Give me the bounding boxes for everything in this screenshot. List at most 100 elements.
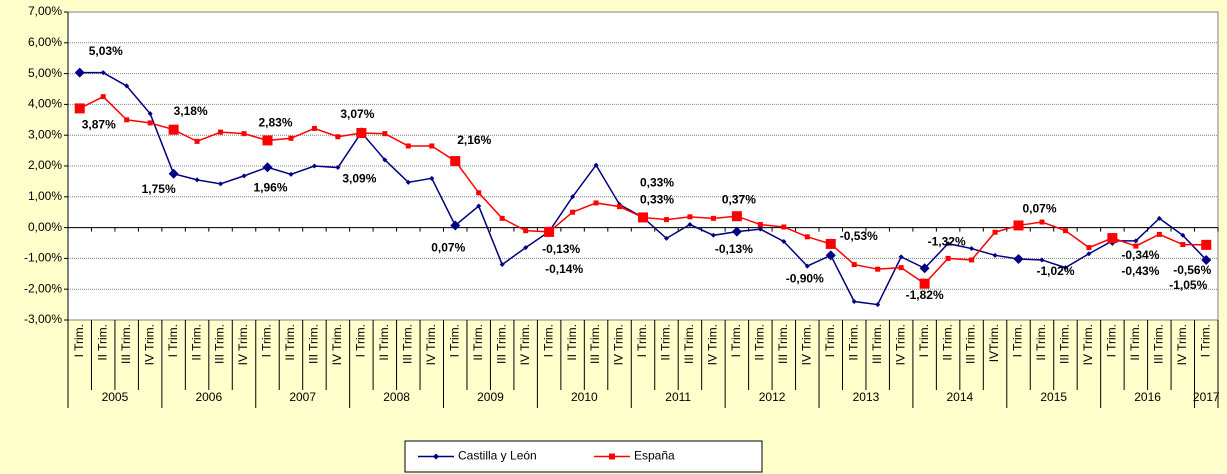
marker — [476, 190, 482, 196]
marker — [100, 94, 106, 100]
data-label: -0,43% — [1121, 264, 1159, 278]
x-tick-label: II Trim. — [1034, 324, 1048, 361]
marker — [523, 228, 529, 234]
marker — [969, 257, 975, 263]
marker — [1086, 245, 1092, 251]
year-label: 2007 — [289, 390, 316, 404]
year-label: 2017 — [1193, 390, 1220, 404]
marker — [499, 262, 505, 268]
marker — [1039, 219, 1045, 225]
year-label: 2005 — [102, 390, 129, 404]
x-tick-label: III Trim. — [494, 324, 508, 364]
marker — [241, 131, 247, 137]
marker — [781, 238, 787, 244]
marker — [1086, 251, 1092, 257]
marker — [168, 124, 179, 135]
marker — [499, 215, 505, 221]
marker — [544, 226, 555, 237]
x-tick-label: II Trim. — [940, 324, 954, 361]
marker — [992, 229, 998, 235]
marker — [731, 226, 742, 237]
marker — [262, 135, 273, 146]
x-tick-label: IV Trim. — [893, 324, 907, 365]
marker — [405, 143, 411, 149]
x-tick-label: II Trim. — [95, 324, 109, 361]
x-tick-label: I Trim. — [541, 324, 555, 357]
marker — [288, 171, 294, 177]
x-tick-label: IV Trim. — [612, 324, 626, 365]
data-label: -0,53% — [840, 229, 878, 243]
year-label: 2011 — [665, 390, 691, 404]
marker — [335, 134, 341, 140]
marker — [919, 278, 930, 289]
x-tick-label: IV Trim. — [706, 324, 720, 365]
x-tick-label: I Trim. — [166, 324, 180, 357]
marker — [851, 299, 857, 305]
x-tick-label: III Trim. — [964, 324, 978, 364]
marker — [74, 67, 85, 78]
marker — [945, 241, 951, 247]
x-tick-label: II Trim. — [377, 324, 391, 361]
marker — [168, 168, 179, 179]
marker — [1107, 233, 1118, 244]
data-label: -0,14% — [545, 262, 583, 276]
data-label: -0,56% — [1173, 263, 1211, 277]
x-tick-label: II Trim. — [283, 324, 297, 361]
marker — [1062, 228, 1068, 234]
marker — [945, 255, 951, 261]
marker — [450, 156, 461, 167]
marker — [617, 204, 623, 210]
marker — [757, 226, 763, 232]
marker — [74, 103, 85, 114]
marker — [825, 250, 836, 261]
data-label: 3,07% — [340, 107, 374, 121]
marker — [804, 234, 810, 240]
data-label: 0,33% — [640, 176, 674, 190]
x-tick-label: III Trim. — [1151, 324, 1165, 364]
x-tick-label: IV Trim. — [1175, 324, 1189, 365]
marker — [1180, 242, 1186, 248]
x-tick-label: I Trim. — [729, 324, 743, 357]
data-label: -0,13% — [542, 242, 580, 256]
marker — [1180, 232, 1186, 238]
year-label: 2010 — [571, 390, 598, 404]
x-tick-label: IV Trim. — [142, 324, 156, 365]
year-label: 2013 — [853, 390, 880, 404]
marker — [147, 111, 153, 117]
marker — [710, 232, 716, 238]
x-tick-label: III Trim. — [307, 324, 321, 364]
x-tick-label: I Trim. — [635, 324, 649, 357]
x-tick-label: IV Trim. — [236, 324, 250, 365]
marker — [638, 212, 648, 223]
marker — [593, 200, 599, 206]
legend-marker — [433, 453, 439, 460]
data-label: 0,37% — [722, 192, 756, 206]
data-label: 1,96% — [253, 180, 287, 194]
x-tick-label: III Trim. — [776, 324, 790, 364]
x-tick-label: I Trim. — [1105, 324, 1119, 357]
marker — [429, 143, 435, 149]
legend-label: España — [634, 449, 675, 463]
marker — [1013, 254, 1024, 265]
marker — [311, 125, 317, 131]
marker — [875, 302, 881, 308]
marker — [570, 209, 576, 215]
marker — [825, 238, 836, 249]
marker — [124, 117, 130, 123]
x-tick-label: II Trim. — [565, 324, 579, 361]
marker — [781, 224, 787, 230]
data-label: 1,75% — [142, 182, 176, 196]
x-tick-label: III Trim. — [870, 324, 884, 364]
marker — [262, 162, 273, 173]
marker — [218, 181, 224, 187]
marker — [731, 211, 742, 222]
data-label: 3,09% — [342, 172, 376, 186]
x-tick-label: I Trim. — [1198, 324, 1212, 357]
data-label: 3,87% — [82, 118, 116, 132]
x-tick-label: IV Trim. — [330, 324, 344, 365]
x-tick-label: II Trim. — [659, 324, 673, 361]
marker — [335, 165, 341, 171]
marker — [919, 263, 930, 274]
marker — [100, 70, 106, 76]
